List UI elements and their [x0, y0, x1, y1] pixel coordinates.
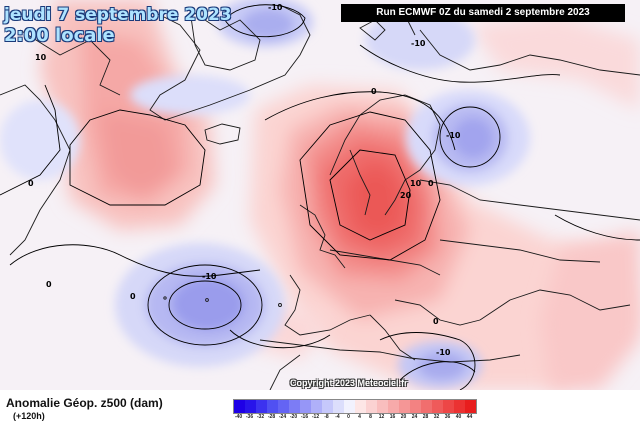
scale-tick-label: -12 — [311, 414, 320, 420]
run-info: Run ECMWF 0Z du samedi 2 septembre 2023 — [341, 4, 625, 22]
scale-swatch — [311, 400, 322, 413]
scale-tick-label: 36 — [444, 414, 451, 420]
scale-tick-label: -20 — [289, 414, 298, 420]
contour-label: 10 — [35, 53, 47, 62]
scale-swatch — [278, 400, 289, 413]
scale-swatch — [366, 400, 377, 413]
negative-anomaly-north — [0, 10, 475, 180]
scale-swatch — [333, 400, 344, 413]
scale-swatch — [322, 400, 333, 413]
scale-tick-label: 44 — [466, 414, 473, 420]
contour-label: -10 — [411, 39, 426, 48]
scale-swatch — [300, 400, 311, 413]
scale-tick-label: 8 — [369, 414, 372, 420]
scale-tick-label: -16 — [300, 414, 309, 420]
scale-swatch — [432, 400, 443, 413]
color-scale — [233, 399, 477, 414]
scale-swatch — [289, 400, 300, 413]
contour-lines — [0, 4, 640, 391]
scale-swatch — [377, 400, 388, 413]
scale-tick-label: -32 — [256, 414, 265, 420]
scale-tick-label: -8 — [324, 414, 329, 420]
scale-tick-label: 28 — [422, 414, 429, 420]
contour-label: -10 — [202, 272, 217, 281]
contour-label: -10 — [436, 348, 451, 357]
scale-swatch — [388, 400, 399, 413]
scale-tick-label: 24 — [411, 414, 418, 420]
scale-swatch — [399, 400, 410, 413]
scale-swatch — [355, 400, 366, 413]
lead-time: (+120h) — [13, 411, 45, 421]
contour-label: 0 — [28, 179, 34, 188]
scale-tick-label: 0 — [347, 414, 350, 420]
scale-tick-label: -36 — [245, 414, 254, 420]
scale-swatch — [443, 400, 454, 413]
scale-swatch — [410, 400, 421, 413]
contour-label: -10 — [446, 131, 461, 140]
contour-label: 0 — [371, 87, 377, 96]
negative-anomaly-atlantic — [115, 243, 285, 367]
negative-anomaly-med — [398, 341, 482, 389]
scale-swatch — [421, 400, 432, 413]
contour-label: 0 — [433, 317, 439, 326]
positive-anomaly-west — [40, 0, 215, 230]
forecast-date: jeudi 7 septembre 2023 — [4, 5, 232, 25]
negative-anomaly-greenland — [217, 0, 313, 47]
scale-swatch — [234, 400, 245, 413]
scale-swatch — [454, 400, 465, 413]
contour-label: 10 — [410, 179, 422, 188]
scale-tick-label: 12 — [378, 414, 385, 420]
contour-label: 20 — [400, 191, 412, 200]
contour-label: 0 — [46, 280, 52, 289]
contour-labels: 10 -10 0 0 0 -10 0 10 20 -10 0 0 -10 -10 — [28, 3, 461, 357]
scale-tick-label: -4 — [335, 414, 340, 420]
contour-label: -10 — [268, 3, 283, 12]
scale-swatch — [465, 400, 476, 413]
scale-tick-label: 4 — [358, 414, 361, 420]
scale-tick-label: -40 — [234, 414, 243, 420]
scale-swatch — [344, 400, 355, 413]
scale-tick-label: -24 — [278, 414, 287, 420]
scale-swatch — [245, 400, 256, 413]
scale-swatch — [256, 400, 267, 413]
color-scale-ticks: -40 -36 -32 -28 -24 -20 -16 -12 -8 -4 0 4 8 12 16 20 24 2… — [233, 414, 475, 424]
copyright: Copyright 2023 Meteociel.fr — [290, 378, 408, 388]
forecast-local-time: 2:00 locale — [4, 25, 115, 46]
scale-tick-label: 16 — [389, 414, 396, 420]
scale-tick-label: 20 — [400, 414, 407, 420]
scale-tick-label: 40 — [455, 414, 462, 420]
legend-title: Anomalie Géop. z500 (dam) — [6, 396, 163, 410]
contour-label: 0 — [130, 292, 136, 301]
scale-tick-label: 32 — [433, 414, 440, 420]
contour-label: 0 — [428, 179, 434, 188]
scale-swatch — [267, 400, 278, 413]
scale-tick-label: -28 — [267, 414, 276, 420]
